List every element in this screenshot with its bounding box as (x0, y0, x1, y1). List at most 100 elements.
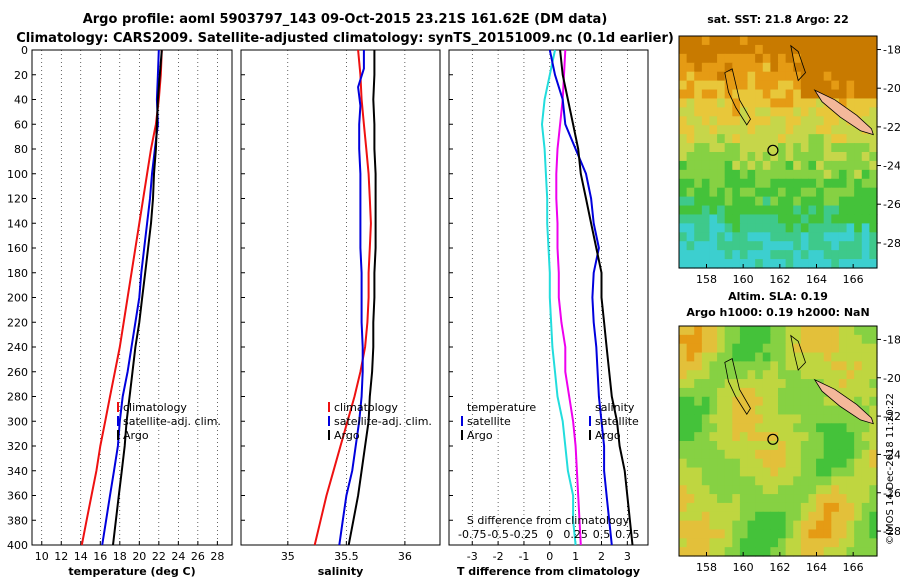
map-cell (739, 343, 749, 354)
map-cell (823, 343, 832, 354)
map-cell (869, 44, 878, 55)
y-tick-label: 40 (14, 94, 28, 107)
map-cell (739, 529, 749, 539)
map-cell (694, 80, 703, 91)
map-cell (869, 361, 878, 371)
map-cell (838, 169, 848, 180)
map-cell (755, 538, 764, 548)
map-cell (816, 125, 825, 135)
map-cell (724, 232, 733, 242)
map-cell (823, 547, 832, 557)
map-cell (739, 143, 749, 153)
map-cell (701, 107, 711, 117)
map-cell (747, 125, 756, 135)
map-cell (800, 352, 810, 362)
map-cell (762, 160, 771, 171)
map-cell (701, 423, 711, 433)
map-cell (793, 250, 802, 260)
map-cell (686, 494, 695, 504)
map-cell (816, 520, 825, 531)
map-cell (679, 485, 688, 495)
map-cell (709, 352, 718, 362)
map-cell (770, 370, 779, 380)
map-cell (755, 449, 764, 460)
map-cell (739, 352, 749, 362)
map-cell (854, 502, 863, 513)
map-cell (709, 494, 718, 504)
map-cell (816, 449, 825, 460)
map-cell (770, 134, 779, 144)
map-cell (778, 169, 787, 180)
map-cell (861, 223, 870, 233)
map-cell (823, 107, 832, 117)
map-cell (732, 107, 741, 117)
map-cell (747, 379, 756, 389)
map-cell (793, 107, 802, 117)
map-cell (846, 259, 855, 269)
map-cell (755, 387, 764, 398)
y-tick-label: 400 (7, 539, 28, 552)
map-cell (808, 80, 817, 91)
map-cell (762, 44, 771, 55)
map-cell (861, 152, 870, 162)
map-cell (686, 178, 695, 189)
map-cell (755, 178, 764, 189)
map-cell (717, 205, 726, 216)
map-cell (861, 547, 870, 557)
map-cell (717, 98, 726, 108)
map-cell (747, 511, 756, 522)
map-cell (747, 107, 756, 117)
map-cell (861, 538, 870, 548)
map-cell (808, 361, 817, 371)
map-cell (686, 538, 695, 548)
map-cell (770, 379, 779, 389)
map-cell (679, 187, 688, 198)
map-cell (732, 414, 741, 424)
map-cell (701, 476, 711, 486)
map-cell (778, 107, 787, 117)
map-cell (861, 343, 870, 354)
map-cell (823, 196, 832, 207)
map-cell (854, 467, 863, 477)
map-cell (869, 396, 878, 407)
map-cell (701, 116, 711, 126)
map-cell (800, 241, 810, 251)
map-cell (793, 405, 802, 416)
map-cell (846, 414, 855, 424)
map-cell (800, 370, 810, 380)
plot-frame (31, 49, 233, 546)
map-cell (755, 352, 764, 362)
map-cell (762, 502, 771, 513)
legend-label: climatology (334, 401, 398, 414)
map-cell (701, 387, 711, 398)
map-cell (709, 458, 718, 469)
map-cell (778, 214, 787, 224)
map-cell (778, 259, 787, 269)
map-cell (762, 405, 771, 416)
map-cell (785, 169, 794, 180)
map-cell (770, 232, 779, 242)
map-cell (701, 152, 711, 162)
map-cell (709, 414, 718, 424)
map-cell (679, 71, 688, 82)
map-cell (709, 152, 718, 162)
map-cell (869, 152, 878, 162)
map-cell (694, 107, 703, 117)
y-tick-label: 200 (7, 292, 28, 305)
map-cell (724, 107, 733, 117)
imos-stamp: ©IMOS 14-Dec-2018 11:20:22 (885, 393, 896, 545)
map-cell (869, 169, 878, 180)
x-tick-label: -3 (467, 550, 478, 563)
map-x-tick-label: 158 (696, 273, 717, 286)
map-cell (838, 529, 848, 539)
map-cell (732, 143, 741, 153)
map-cell (823, 62, 832, 73)
map-cell (770, 107, 779, 117)
map-cell (732, 116, 741, 126)
map-cell (694, 423, 703, 433)
map-cell (846, 71, 855, 82)
map-cell (793, 441, 802, 451)
figure-title-line1: Argo profile: aoml 5903797_143 09-Oct-20… (83, 12, 608, 27)
map-cell (724, 241, 733, 251)
map-cell (732, 160, 741, 171)
